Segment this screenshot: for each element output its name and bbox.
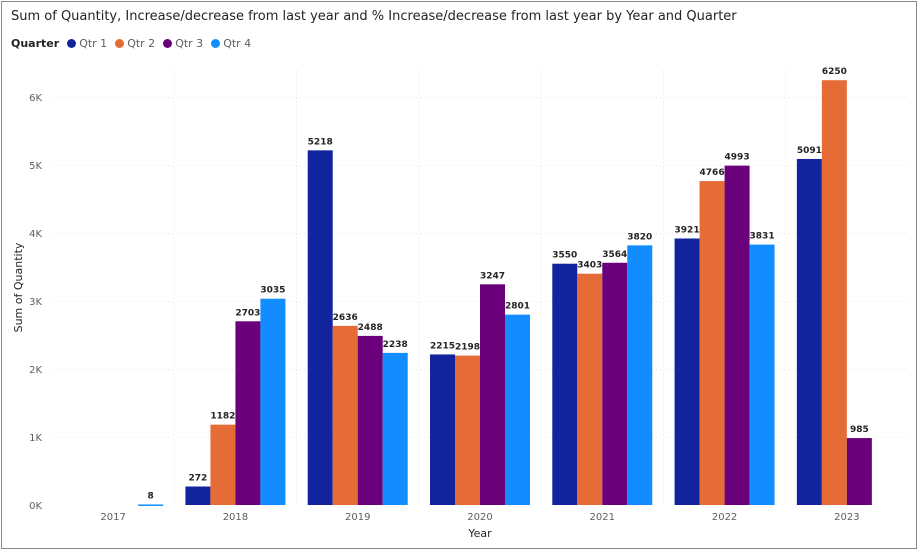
legend-label-qtr4: Qtr 4 [223, 36, 252, 50]
y-tick-label: 6K [29, 93, 42, 104]
legend-item-qtr2[interactable]: Qtr 2 [115, 37, 155, 50]
legend-item-qtr4[interactable]: Qtr 4 [211, 37, 251, 50]
x-axis-title: Year [467, 527, 492, 540]
legend-swatch-qtr3 [163, 38, 173, 48]
data-label: 4993 [725, 153, 750, 163]
legend-label-qtr3: Qtr 3 [175, 36, 204, 50]
bar-qtr4-2018[interactable] [260, 298, 286, 505]
bar-qtr1-2018[interactable] [185, 486, 211, 505]
data-label: 3831 [750, 232, 775, 242]
y-tick-label: 4K [29, 229, 42, 240]
legend-title: Quarter [11, 36, 60, 50]
data-label: 2801 [505, 302, 530, 312]
y-tick-label: 0K [29, 501, 42, 512]
bar-qtr4-2019[interactable] [382, 352, 408, 505]
y-tick-label: 2K [29, 365, 42, 376]
chart-title: Sum of Quantity, Increase/decrease from … [11, 9, 737, 24]
bar-qtr2-2022[interactable] [699, 181, 725, 505]
data-label: 3564 [602, 250, 627, 260]
bar-qtr2-2019[interactable] [332, 325, 358, 505]
data-label: 2703 [235, 308, 260, 318]
bar-qtr2-2023[interactable] [821, 80, 847, 505]
y-tick-label: 3K [29, 297, 42, 308]
bar-qtr1-2021[interactable] [552, 263, 578, 505]
data-label: 2198 [455, 343, 480, 353]
data-label: 6250 [822, 67, 847, 77]
x-axis-ticks: 2017 2018 2019 2020 2021 2022 2023 [100, 512, 859, 523]
bar-qtr2-2020[interactable] [455, 355, 480, 505]
y-axis-ticks: 0K 1K 2K 3K 4K 5K 6K [29, 93, 42, 512]
data-label: 3921 [675, 225, 700, 235]
data-label: 3820 [627, 232, 652, 242]
bar-qtr3-2022[interactable] [724, 165, 750, 506]
bar-qtr1-2022[interactable] [674, 238, 700, 505]
legend-label-qtr2: Qtr 2 [127, 36, 156, 50]
legend-swatch-qtr2 [115, 38, 125, 48]
bar-qtr3-2023[interactable] [846, 438, 872, 505]
data-label: 2238 [383, 340, 408, 350]
data-label: 2215 [430, 341, 455, 351]
bar-qtr3-2021[interactable] [602, 262, 628, 505]
bar-qtr1-2019[interactable] [307, 150, 333, 506]
y-tick-label: 5K [29, 161, 42, 172]
bar-qtr3-2020[interactable] [480, 284, 505, 505]
data-label: 3247 [480, 271, 505, 281]
x-tick-label: 2020 [467, 512, 492, 523]
data-label: 1182 [210, 412, 235, 422]
legend-item-qtr3[interactable]: Qtr 3 [163, 37, 203, 50]
bar-qtr1-2020[interactable] [430, 354, 455, 505]
data-label: 2636 [333, 313, 358, 323]
bar-qtr4-2017[interactable] [138, 504, 164, 506]
bar-qtr3-2018[interactable] [235, 321, 261, 505]
x-tick-label: 2021 [590, 512, 615, 523]
x-tick-label: 2023 [834, 512, 859, 523]
legend-item-qtr1[interactable]: Qtr 1 [67, 37, 107, 50]
data-label: 3035 [260, 286, 285, 296]
data-label: 8 [148, 491, 154, 501]
x-tick-label: 2018 [223, 512, 248, 523]
bar-qtr3-2019[interactable] [357, 335, 383, 505]
legend: Quarter Qtr 1 Qtr 2 Qtr 3 Qtr 4 [11, 35, 259, 51]
legend-swatch-qtr1 [67, 38, 77, 48]
y-tick-label: 1K [29, 433, 42, 444]
bars [138, 80, 872, 506]
data-label: 3550 [552, 251, 577, 261]
x-tick-label: 2019 [345, 512, 370, 523]
x-tick-label: 2022 [712, 512, 737, 523]
bar-qtr2-2018[interactable] [210, 424, 236, 505]
y-axis-title: Sum of Quantity [12, 242, 25, 332]
legend-label-qtr1: Qtr 1 [79, 36, 108, 50]
bar-qtr4-2022[interactable] [749, 244, 775, 505]
bar-qtr1-2023[interactable] [796, 158, 822, 505]
legend-swatch-qtr4 [211, 38, 221, 48]
data-label: 985 [850, 425, 869, 435]
data-label: 5218 [308, 137, 333, 147]
bar-qtr4-2020[interactable] [505, 314, 530, 505]
data-label: 2488 [358, 323, 383, 333]
data-label: 3403 [577, 261, 602, 271]
data-label: 4766 [700, 168, 725, 178]
data-label: 5091 [797, 146, 822, 156]
bar-qtr2-2021[interactable] [577, 273, 603, 505]
bar-qtr4-2021[interactable] [627, 245, 653, 505]
x-tick-label: 2017 [100, 512, 125, 523]
data-label: 272 [189, 474, 208, 484]
